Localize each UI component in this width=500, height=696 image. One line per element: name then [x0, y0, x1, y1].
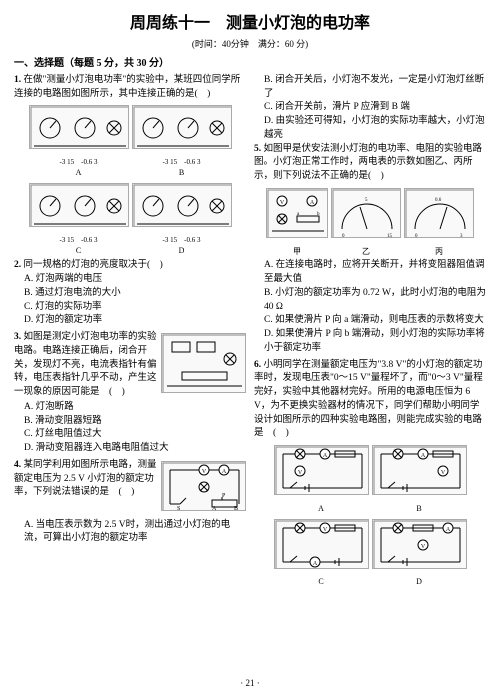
q3-stem: 如图是测定小灯泡电功率的实验电路。电路连接正确后，闭合开关，发现灯不亮，电流表指…	[14, 332, 157, 397]
svg-text:A: A	[420, 453, 425, 459]
q6-label-b: B	[372, 503, 467, 515]
q4-opt-a: A. 当电压表示数为 2.5 V时，测出通过小灯泡的电流，可算出小灯泡的额定功率	[24, 519, 246, 547]
q1-label-b: B	[132, 167, 232, 179]
q1-diagram-b: -3 15 -0.6 3 B	[132, 103, 232, 179]
q1-c-meter-label: -3 15 -0.6 3	[29, 235, 129, 245]
q4-diagram: VASAPB	[161, 459, 246, 519]
q4-stem: 某同学利用如图所示电路，测量额定电压为 2.5 V 小灯泡的额定功率，下列说法错…	[14, 460, 157, 498]
question-1: 1. 在做"测量小灯泡电功率"的实验中，某班四位同学所连接的电路图如图所示，其中…	[14, 74, 246, 257]
q2-opt-b: B. 通过灯泡电流的大小	[24, 287, 246, 301]
q6-diagram-c: V A C	[274, 517, 369, 588]
q2-opt-a: A. 灯泡两端的电压	[24, 273, 246, 287]
svg-text:V: V	[322, 527, 327, 533]
svg-text:A: A	[222, 469, 227, 475]
svg-text:0.6: 0.6	[435, 198, 442, 203]
right-column: B. 闭合开关后，小灯泡不发光，一定是小灯泡灯丝断了 C. 闭合开关前，滑片 P…	[254, 74, 486, 591]
q2-opt-d: D. 灯泡的额定功率	[24, 314, 246, 328]
q5-opt-b: B. 小灯泡的额定功率为 0.72 W，此时小灯泡的电阻为 40 Ω	[264, 287, 486, 315]
q5-diagram-yi: 0155 乙	[331, 186, 401, 257]
q1-label-a: A	[29, 167, 129, 179]
q5-number: 5.	[254, 144, 261, 154]
question-5: 5. 如图甲是伏安法测小灯泡的电功率、电阻的实验电路图。小灯泡正常工作时，两电表…	[254, 143, 486, 356]
q6-number: 6.	[254, 360, 261, 370]
q1-diagrams-row2: -3 15 -0.6 3 C -3 15 -0.6 3 D	[14, 181, 246, 257]
svg-text:V: V	[280, 200, 285, 206]
q5-diagrams: VAab 甲 0155 乙 030.6 丙	[254, 186, 486, 257]
q2-stem: 同一规格的灯泡的亮度取决于( )	[24, 260, 163, 270]
q1-diagrams-row1: -3 15 -0.6 3 A -3 15 -0.6 3 B	[14, 103, 246, 179]
q1-b-meter-label: -3 15 -0.6 3	[132, 157, 232, 167]
q1-diagram-a: -3 15 -0.6 3 A	[29, 103, 129, 179]
svg-text:A: A	[322, 453, 327, 459]
q3-diagram	[161, 331, 246, 401]
q6-diagrams-row1: A V A A V B	[254, 443, 486, 514]
q2-number: 2.	[14, 260, 21, 270]
q3-number: 3.	[14, 332, 21, 342]
q2-opt-c: C. 灯泡的实际功率	[24, 301, 246, 315]
q1-number: 1.	[14, 75, 21, 85]
q1-diagram-c: -3 15 -0.6 3 C	[29, 181, 129, 257]
svg-text:V: V	[420, 544, 425, 550]
svg-text:15: 15	[387, 234, 393, 238]
q3-opt-c: C. 灯丝电阻值过大	[24, 428, 246, 442]
q4-opt-b: B. 闭合开关后，小灯泡不发光，一定是小灯泡灯丝断了	[264, 74, 486, 102]
two-column-layout: 1. 在做"测量小灯泡电功率"的实验中，某班四位同学所连接的电路图如图所示，其中…	[14, 74, 486, 591]
svg-text:V: V	[297, 470, 302, 476]
q5-opt-a: A. 在连接电路时，应将开关断开，并将变阻器阻值调至最大值	[264, 259, 486, 287]
question-4: VASAPB 4. 某同学利用如图所示电路，测量额定电压为 2.5 V 小灯泡的…	[14, 459, 246, 546]
svg-text:A: A	[310, 200, 315, 206]
question-2: 2. 同一规格的灯泡的亮度取决于( ) A. 灯泡两端的电压 B. 通过灯泡电流…	[14, 259, 246, 328]
q1-label-d: D	[132, 245, 232, 257]
svg-text:V: V	[202, 469, 207, 475]
page-subtitle: (时间：40分钟 满分：60 分)	[14, 38, 486, 51]
q6-label-a: A	[274, 503, 369, 515]
q5-label-bing: 丙	[404, 246, 474, 258]
q6-label-d: D	[372, 576, 467, 588]
q6-diagrams-row2: V A C A V D	[254, 517, 486, 588]
q4-opt-c: C. 闭合开关前，滑片 P 应滑到 B 端	[264, 101, 486, 115]
q1-diagram-d: -3 15 -0.6 3 D	[132, 181, 232, 257]
svg-text:A: A	[312, 561, 317, 567]
q3-opt-b: B. 滑动变阻器短路	[24, 415, 246, 429]
q6-label-c: C	[274, 576, 369, 588]
q5-label-yi: 乙	[331, 246, 401, 258]
svg-text:V: V	[440, 470, 445, 476]
q1-a-meter-label: -3 15 -0.6 3	[29, 157, 129, 167]
svg-text:A: A	[445, 527, 450, 533]
q5-label-jia: 甲	[266, 246, 328, 258]
q1-d-meter-label: -3 15 -0.6 3	[132, 235, 232, 245]
section-heading: 一、选择题（每题 5 分，共 30 分）	[14, 57, 486, 72]
q1-stem: 在做"测量小灯泡电功率"的实验中，某班四位同学所连接的电路图如图所示，其中连接正…	[14, 75, 240, 99]
page-number: · 21 ·	[0, 677, 500, 690]
q5-diagram-bing: 030.6 丙	[404, 186, 474, 257]
question-6: 6. 小明同学在测量额定电压为"3.8 V"的小灯泡的额定功率时，发现电压表"0…	[254, 359, 486, 588]
page-title: 周周练十一 测量小灯泡的电功率	[14, 12, 486, 35]
q6-diagram-d: A V D	[372, 517, 467, 588]
q4-opt-d: D. 由实验还可得知，小灯泡的实际功率越大，小灯泡越亮	[264, 115, 486, 143]
q1-label-c: C	[29, 245, 129, 257]
q3-opt-a: A. 灯泡断路	[24, 401, 246, 415]
q6-diagram-b: A V B	[372, 443, 467, 514]
q5-stem: 如图甲是伏安法测小灯泡的电功率、电阻的实验电路图。小灯泡正常工作时，两电表的示数…	[254, 144, 482, 182]
q5-opt-c: C. 如果使滑片 P 向 a 端滑动，则电压表的示数将变大	[264, 314, 486, 328]
q3-opt-d: D. 滑动变阻器连入电路电阻值过大	[24, 442, 246, 456]
q6-stem: 小明同学在测量额定电压为"3.8 V"的小灯泡的额定功率时，发现电压表"0～15…	[254, 360, 483, 439]
question-3: 3. 如图是测定小灯泡电功率的实验电路。电路连接正确后，闭合开关，发现灯不亮，电…	[14, 331, 246, 456]
left-column: 1. 在做"测量小灯泡电功率"的实验中，某班四位同学所连接的电路图如图所示，其中…	[14, 74, 246, 591]
q6-diagram-a: A V A	[274, 443, 369, 514]
q4-number: 4.	[14, 460, 21, 470]
svg-text:S: S	[177, 506, 180, 511]
q5-diagram-jia: VAab 甲	[266, 186, 328, 257]
svg-text:A: A	[212, 506, 217, 511]
svg-text:B: B	[234, 506, 238, 511]
q5-opt-d: D. 如果使滑片 P 向 b 端滑动，则小灯泡的实际功率将小于额定功率	[264, 328, 486, 356]
